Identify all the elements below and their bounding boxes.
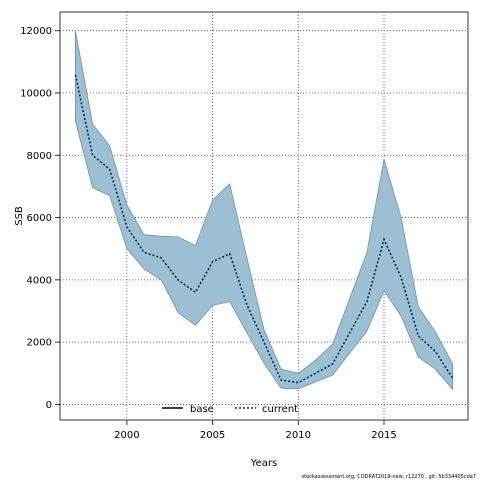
confidence-band	[75, 30, 454, 391]
x-tick-label-2010: 2010	[286, 430, 311, 441]
legend: base current	[162, 404, 298, 415]
y-tick-label-0: 0	[46, 400, 52, 411]
legend-current-label: current	[262, 404, 298, 415]
x-tick-label-2015: 2015	[371, 430, 396, 441]
series-line-current	[74, 74, 454, 384]
y-tick-label-2000: 2000	[27, 338, 52, 349]
y-tick-label-12000: 12000	[20, 26, 52, 37]
footer-note: stockassessment.org, CODKAT2019-new, r12…	[301, 474, 476, 480]
x-axis-ticks: 2000 2005 2010 2015	[114, 420, 397, 441]
x-axis-title: Years	[250, 458, 277, 469]
y-tick-label-10000: 10000	[20, 88, 52, 99]
y-axis-ticks: 0 2000 4000 6000 8000 10000 12000	[20, 26, 60, 411]
x-tick-label-2005: 2005	[200, 430, 225, 441]
x-tick-label-2000: 2000	[114, 430, 139, 441]
y-axis-title: SSB	[14, 206, 25, 226]
confidence-band-group	[75, 30, 454, 391]
plot-frame	[59, 11, 469, 421]
y-tick-label-8000: 8000	[27, 151, 52, 162]
legend-base-label: base	[190, 404, 214, 415]
y-tick-label-4000: 4000	[27, 275, 52, 286]
y-tick-label-6000: 6000	[27, 213, 52, 224]
series-lines	[74, 74, 454, 384]
